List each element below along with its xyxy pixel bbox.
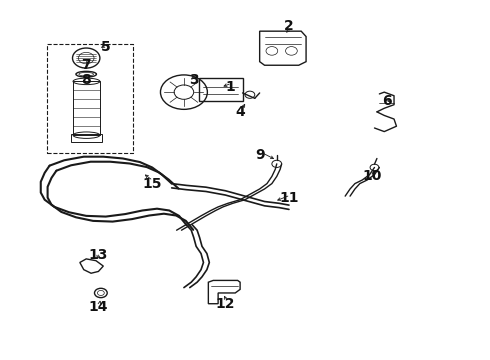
Text: 3: 3: [189, 73, 198, 87]
Bar: [47, 44, 133, 153]
Text: 5: 5: [101, 40, 111, 54]
Text: 13: 13: [89, 248, 108, 262]
Text: 6: 6: [382, 94, 392, 108]
Text: 2: 2: [284, 19, 294, 33]
Bar: [198, 78, 243, 101]
Text: 9: 9: [255, 148, 265, 162]
Bar: [73, 81, 100, 135]
Bar: [71, 134, 102, 141]
Text: 7: 7: [81, 58, 91, 72]
Text: 1: 1: [225, 80, 235, 94]
Text: 4: 4: [235, 105, 245, 119]
Text: 8: 8: [81, 73, 91, 87]
Text: 11: 11: [279, 191, 299, 205]
Text: 10: 10: [362, 170, 382, 183]
Text: 12: 12: [216, 297, 235, 311]
Text: 15: 15: [143, 177, 162, 190]
Text: 14: 14: [89, 300, 108, 314]
